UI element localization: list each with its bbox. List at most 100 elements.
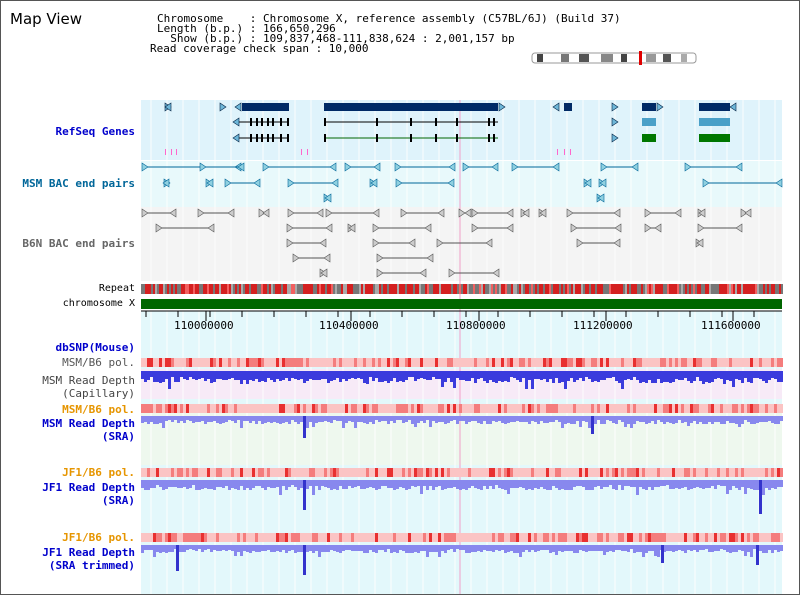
depth-bar <box>183 545 186 552</box>
polymorphism-cell <box>330 533 333 542</box>
polymorphism-cell <box>276 404 279 413</box>
polymorphism-cell <box>564 468 567 477</box>
depth-bar <box>756 371 759 378</box>
depth-bar <box>366 480 369 488</box>
repeat-segment <box>523 284 525 294</box>
repeat-segment <box>591 284 593 294</box>
depth-bar <box>141 371 144 379</box>
repeat-segment <box>565 284 567 294</box>
depth-bar <box>255 545 258 552</box>
polymorphism-cell <box>630 468 633 477</box>
depth-bar <box>480 545 483 552</box>
polymorphism-cell <box>594 358 597 367</box>
gene-exon <box>287 118 289 126</box>
polymorphism-cell <box>417 468 420 477</box>
repeat-segment <box>615 284 617 294</box>
polymorphism-cell <box>777 404 780 413</box>
depth-bar <box>732 545 735 552</box>
polymorphism-cell <box>741 358 744 367</box>
polymorphism-cell <box>756 533 759 542</box>
depth-bar <box>453 545 456 552</box>
depth-bar <box>384 545 387 552</box>
polymorphism-cell <box>693 358 696 367</box>
repeat-segment <box>313 284 315 294</box>
polymorphism-cell <box>444 358 447 367</box>
polymorphism-cell <box>768 404 771 413</box>
b6n-bac-pair <box>400 208 408 218</box>
polymorphism-cell <box>570 358 573 367</box>
depth-bar <box>261 480 264 488</box>
msm-bac-pair <box>631 162 639 172</box>
depth-bar <box>591 545 594 551</box>
polymorphism-cell <box>750 358 753 367</box>
depth-bar <box>189 545 192 549</box>
polymorphism-cell <box>336 533 339 542</box>
repeat-segment <box>229 284 231 294</box>
polymorphism-cell <box>282 533 285 542</box>
depth-bar <box>618 371 621 383</box>
gene-exon <box>250 134 252 142</box>
track-label-b6n-bac[interactable]: B6N BAC end pairs <box>22 237 135 250</box>
polymorphism-cell <box>747 468 750 477</box>
polymorphism-cell <box>192 533 195 542</box>
polymorphism-cell <box>201 404 204 413</box>
polymorphism-cell <box>525 358 528 367</box>
polymorphism-cell <box>156 468 159 477</box>
depth-bar <box>624 545 627 551</box>
polymorphism-cell <box>300 358 303 367</box>
depth-spike <box>661 545 664 563</box>
polymorphism-cell <box>261 358 264 367</box>
track-label-dbsnp[interactable]: dbSNP(Mouse) <box>55 341 135 354</box>
polymorphism-cell <box>684 358 687 367</box>
depth-bar <box>381 545 384 550</box>
depth-bar <box>603 416 606 424</box>
depth-bar <box>351 416 354 422</box>
polymorphism-cell <box>198 404 201 413</box>
repeat-segment <box>413 284 415 294</box>
repeat-segment <box>221 284 223 294</box>
repeat-segment <box>657 284 659 294</box>
depth-bar <box>543 480 546 489</box>
repeat-segment <box>609 284 611 294</box>
polymorphism-cell <box>621 533 624 542</box>
polymorphism-cell <box>393 533 396 542</box>
depth-bar <box>282 545 285 550</box>
depth-bar <box>534 480 537 488</box>
polymorphism-cell <box>267 404 270 413</box>
repeat-segment <box>297 284 299 294</box>
depth-bar <box>606 480 609 487</box>
repeat-segment <box>209 284 211 294</box>
polymorphism-cell <box>552 533 555 542</box>
repeat-segment <box>557 284 559 294</box>
polymorphism-cell <box>615 358 618 367</box>
track-label-msm-bac[interactable]: MSM BAC end pairs <box>22 177 135 190</box>
repeat-segment <box>433 284 435 294</box>
depth-bar <box>333 371 336 380</box>
depth-bar <box>165 480 168 489</box>
depth-bar <box>291 416 294 420</box>
track-label-refseq[interactable]: RefSeq Genes <box>55 125 135 138</box>
b6n-bac-pair <box>316 208 324 218</box>
depth-bar <box>576 371 579 380</box>
depth-bar <box>585 416 588 422</box>
depth-bar <box>567 416 570 423</box>
depth-bar <box>156 545 159 552</box>
repeat-segment <box>471 284 473 294</box>
repeat-segment <box>545 284 547 294</box>
depth-bar <box>408 371 411 377</box>
repeat-segment <box>751 284 753 294</box>
polymorphism-cell <box>567 533 570 542</box>
depth-bar <box>276 480 279 487</box>
repeat-segment <box>571 284 573 294</box>
depth-bar <box>465 545 468 553</box>
depth-bar <box>417 416 420 423</box>
polymorphism-cell <box>363 468 366 477</box>
repeat-segment <box>167 284 169 294</box>
track-label-msm-depth-sra-1: MSM Read Depth <box>42 417 135 430</box>
snp-mark <box>570 149 571 155</box>
polymorphism-cell <box>432 468 435 477</box>
polymorphism-cell <box>345 358 348 367</box>
depth-bar <box>378 416 381 422</box>
depth-bar <box>201 416 204 421</box>
